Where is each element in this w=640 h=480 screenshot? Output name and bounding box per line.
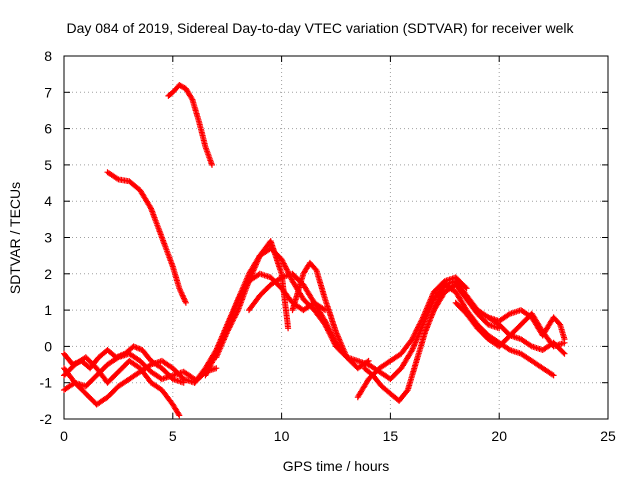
series-arc2 [165, 82, 215, 168]
series-arc14 [365, 281, 557, 383]
y-tick-label: 1 [44, 302, 52, 318]
y-tick-label: 5 [44, 157, 52, 173]
y-tick-label: -1 [40, 375, 53, 391]
y-tick-label: 7 [44, 84, 52, 100]
y-tick-label: 6 [44, 121, 52, 137]
series-arc9 [213, 238, 292, 361]
series-markers [165, 82, 215, 168]
y-tick-labels: -2 -1 0 1 2 3 4 5 6 7 8 [40, 48, 53, 427]
series-markers [354, 274, 470, 401]
y-tick-label: 4 [44, 193, 52, 209]
x-axis-label: GPS time / hours [283, 458, 390, 474]
series-markers [246, 270, 372, 368]
series-markers [61, 350, 198, 390]
x-tick-label: 15 [383, 428, 399, 444]
x-tick-label: 20 [491, 428, 507, 444]
y-tick-label: -2 [40, 411, 53, 427]
x-tick-labels: 0 5 10 15 20 25 [60, 428, 616, 444]
series-arc6 [61, 350, 198, 390]
series-arc17 [485, 307, 568, 343]
x-tick-label: 25 [600, 428, 616, 444]
axis-ticks [63, 55, 609, 420]
y-tick-label: 0 [44, 338, 52, 354]
series-markers [365, 281, 557, 383]
y-tick-label: 8 [44, 48, 52, 64]
x-tick-label: 10 [274, 428, 290, 444]
series-markers [213, 238, 292, 361]
y-tick-label: 2 [44, 266, 52, 282]
series-arc10 [246, 270, 372, 368]
y-axis-label: SDTVAR / TECUs [7, 182, 23, 294]
series-markers [485, 307, 568, 343]
series-arc1 [104, 169, 189, 306]
series-arc11 [289, 259, 372, 372]
x-tick-label: 5 [169, 428, 177, 444]
series-arc12 [354, 274, 470, 401]
chart-title: Day 084 of 2019, Sidereal Day-to-day VTE… [66, 20, 574, 36]
x-tick-label: 0 [60, 428, 68, 444]
series-markers [289, 259, 372, 372]
y-tick-label: 3 [44, 230, 52, 246]
series-markers [104, 169, 189, 306]
data-series [61, 82, 568, 419]
